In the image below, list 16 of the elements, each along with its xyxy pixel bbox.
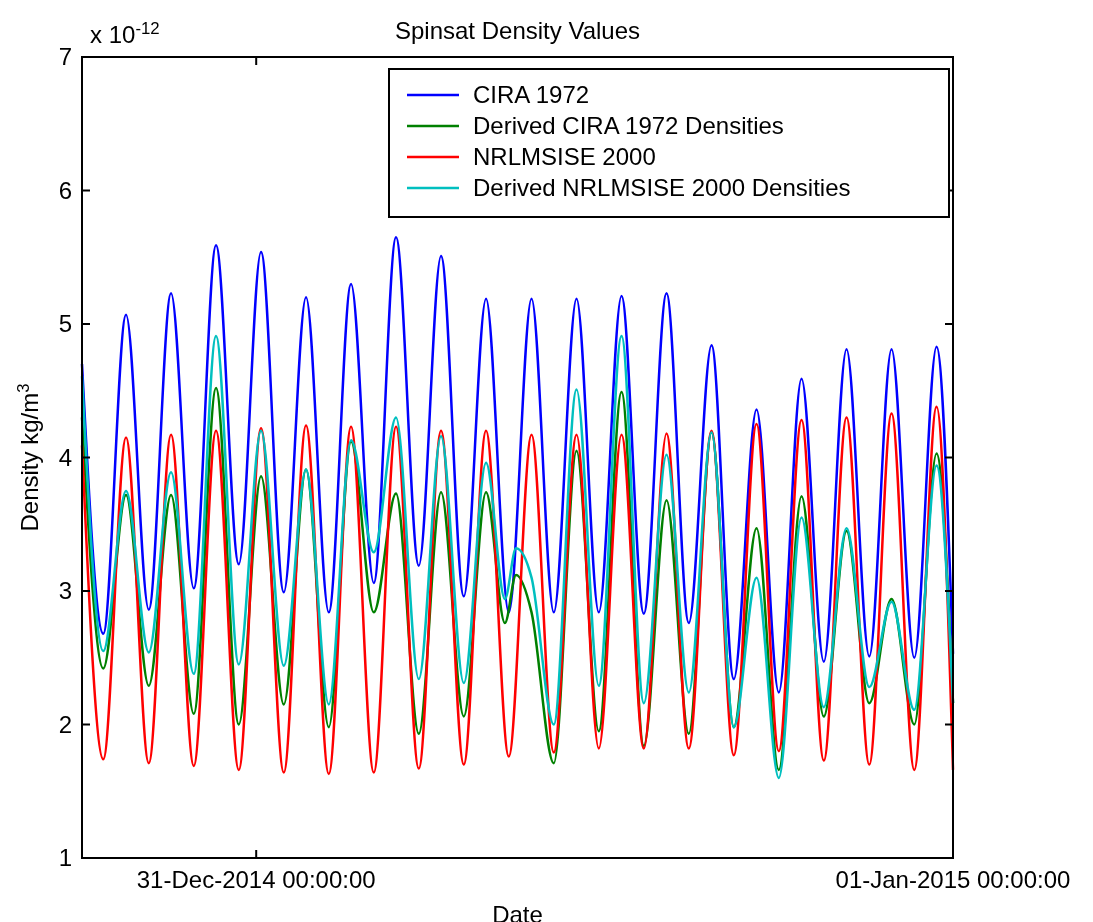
legend-label: NRLMSISE 2000	[473, 143, 656, 171]
x-tick-label: 31-Dec-2014 00:00:00	[136, 866, 376, 893]
chart-title: Spinsat Density Values	[394, 17, 641, 44]
y-tick-label: 5	[58, 310, 72, 338]
y-tick-label: 3	[58, 577, 72, 605]
legend-label: Derived NRLMSISE 2000 Densities	[473, 174, 851, 202]
y-tick-label: 4	[58, 443, 72, 471]
legend-label: Derived CIRA 1972 Densities	[473, 112, 784, 140]
y-tick-label: 1	[58, 844, 72, 872]
x-tick-label: 01-Jan-2015 00:00:00	[835, 866, 1071, 893]
y-tick-label: 7	[58, 43, 72, 71]
y-tick-label: 2	[58, 710, 72, 738]
line-series	[80, 235, 955, 694]
y-tick-label: 6	[58, 176, 72, 204]
text: x 10$^{-12}$	[90, 18, 160, 48]
legend-label: CIRA 1972	[473, 81, 590, 109]
